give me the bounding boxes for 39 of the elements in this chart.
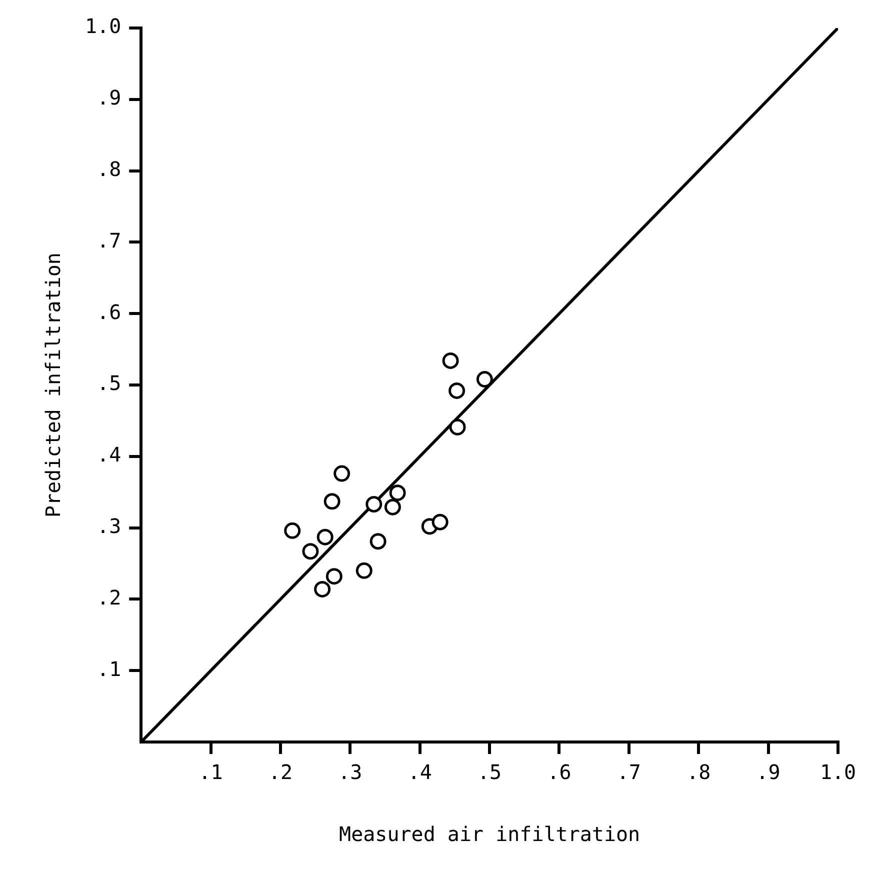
point (432, 514, 448, 530)
x-tick-label: .8 (686, 760, 711, 784)
x-tick-label: .5 (478, 760, 502, 784)
x-tick-label: .6 (547, 760, 572, 784)
point (284, 522, 301, 539)
x-tick-label: .4 (408, 760, 432, 784)
y-tick-label: 1.0 (85, 14, 122, 38)
y-tick-label: .5 (97, 371, 122, 396)
y-tick-label: .6 (97, 300, 122, 324)
point (324, 493, 340, 510)
point (448, 382, 466, 399)
point (314, 580, 331, 598)
x-tick-label: .9 (756, 760, 780, 784)
y-axis-title: Predicted infiltration (41, 252, 66, 518)
point (384, 498, 401, 516)
point (356, 562, 372, 579)
x-tick-label: .7 (616, 760, 641, 784)
y-tick-label: .1 (97, 656, 122, 681)
x-axis-title: Measured air infiltration (339, 822, 640, 846)
point (442, 352, 459, 369)
y-tick-label: .8 (97, 157, 122, 182)
y-tick-label: .2 (97, 585, 122, 610)
x-tick-label: .2 (268, 760, 293, 784)
point (389, 484, 406, 502)
point (476, 371, 493, 388)
x-tick-label: 1.0 (820, 760, 856, 784)
point (326, 568, 342, 585)
point (316, 528, 334, 546)
point (370, 533, 386, 550)
point (302, 543, 319, 560)
x-tick-label: .3 (338, 760, 362, 784)
x-tick-label: .1 (198, 760, 223, 784)
point (449, 418, 466, 436)
y-tick-label: .9 (97, 86, 122, 110)
point (366, 496, 382, 512)
y-tick-label: .3 (97, 514, 122, 538)
point (334, 465, 350, 482)
y-tick-label: .4 (97, 442, 122, 467)
y-tick-label: .7 (97, 228, 122, 252)
